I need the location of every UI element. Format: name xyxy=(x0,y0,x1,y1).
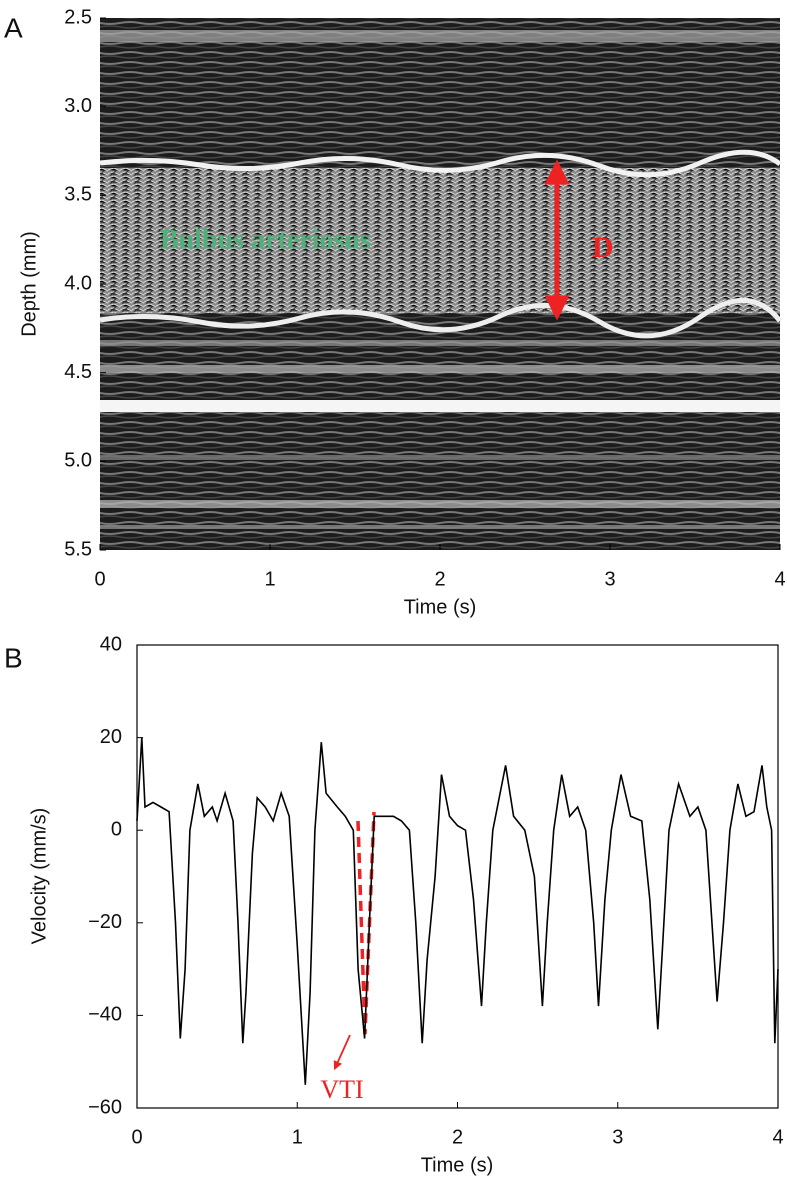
annotation: Bulbus arteriosus xyxy=(160,224,371,255)
m-mode-image xyxy=(99,18,782,550)
x-tick-label: 2 xyxy=(434,568,445,590)
panel-label: B xyxy=(4,642,23,673)
y-tick-label: 40 xyxy=(100,633,122,655)
annotation: VTI xyxy=(320,1075,363,1104)
y-tick-label: −60 xyxy=(88,1096,122,1118)
x-tick-label: 3 xyxy=(612,1126,623,1148)
annotation: D xyxy=(592,231,614,264)
x-tick-label: 4 xyxy=(772,1126,783,1148)
x-tick-label: 3 xyxy=(604,568,615,590)
y-tick-label: 2.5 xyxy=(64,6,92,28)
plot-frame xyxy=(136,644,779,1109)
y-tick-label: 4.5 xyxy=(64,361,92,383)
y-tick-label: 4.0 xyxy=(64,272,92,294)
x-axis-label: Time (s) xyxy=(421,1154,494,1176)
y-axis-label: Depth (mm) xyxy=(18,231,40,337)
y-tick-label: 3.0 xyxy=(64,95,92,117)
vti-arrow xyxy=(333,1034,351,1071)
y-tick-label: 3.5 xyxy=(64,184,92,206)
y-axis-label: Velocity (mm/s) xyxy=(28,808,50,945)
y-tick-label: 5.5 xyxy=(64,538,92,560)
x-tick-label: 0 xyxy=(94,568,105,590)
x-tick-label: 1 xyxy=(292,1126,303,1148)
y-tick-label: 0 xyxy=(111,818,122,840)
x-tick-label: 4 xyxy=(774,568,785,590)
x-tick-label: 0 xyxy=(131,1126,142,1148)
panel-label: A xyxy=(4,12,23,43)
y-tick-label: −40 xyxy=(88,1004,122,1026)
velocity-line xyxy=(136,737,779,1085)
y-tick-label: 5.0 xyxy=(64,450,92,472)
x-tick-label: 1 xyxy=(264,568,275,590)
y-tick-label: −20 xyxy=(88,911,122,933)
y-tick-label: 20 xyxy=(100,726,122,748)
x-axis-label: Time (s) xyxy=(404,596,477,618)
x-tick-label: 2 xyxy=(452,1126,463,1148)
